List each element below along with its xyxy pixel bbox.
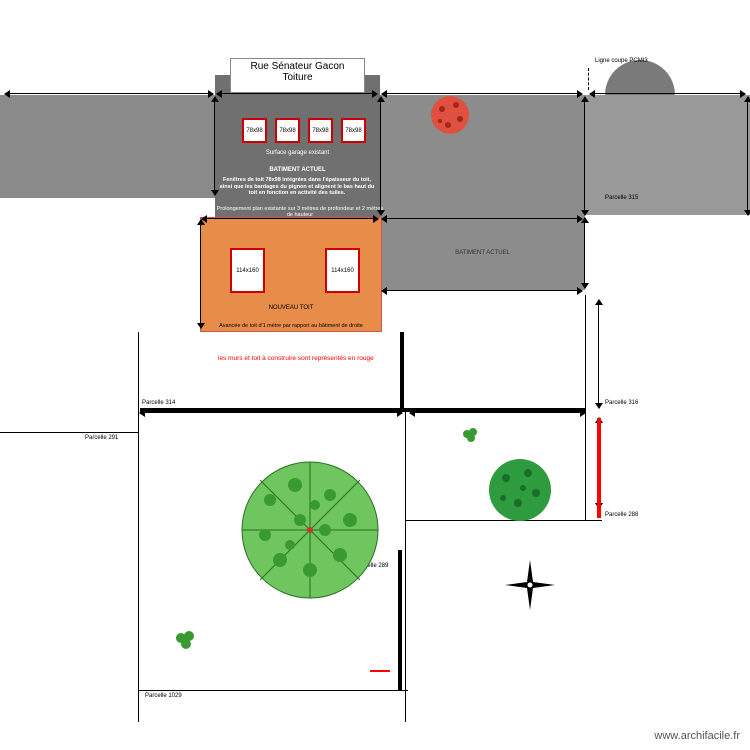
window-large-2: 114x160	[325, 248, 360, 293]
dome	[605, 60, 675, 95]
surface-label: Surface garage existant	[215, 150, 380, 156]
dim-v	[380, 97, 381, 215]
dim-h	[5, 93, 213, 94]
dim-v	[584, 97, 585, 215]
desc2: Prolongement plan existante sur 3 mètres…	[215, 206, 385, 218]
window-small-label: 78x98	[345, 128, 361, 134]
building-block-3	[380, 95, 585, 215]
batiment-actuel-2: BATIMENT ACTUEL	[380, 250, 585, 256]
footer-url: www.archifacile.fr	[654, 730, 740, 742]
window-small-label: 78x98	[279, 128, 295, 134]
dim-h	[410, 412, 585, 413]
dim-v	[200, 220, 201, 328]
tree-big	[240, 460, 380, 600]
window-small-label: 78x98	[246, 128, 262, 134]
parcel-1029: Parcelle 1029	[145, 693, 182, 699]
nouveau-toit: NOUVEAU TOIT	[200, 305, 382, 311]
window-large-label: 114x160	[236, 268, 259, 274]
window-small-4: 78x98	[341, 118, 366, 143]
window-small-1: 78x98	[242, 118, 267, 143]
dim-h	[382, 218, 582, 219]
red-wall	[597, 418, 601, 518]
note-rouge: les murs et toit à construire sont repré…	[218, 355, 374, 362]
tree-small-1	[461, 426, 479, 444]
building-block-1	[0, 95, 215, 198]
dim-h	[382, 93, 582, 94]
dim-h	[140, 412, 402, 413]
compass-icon	[505, 560, 555, 610]
avancee: Avancée de toit d'1 mètre par rapport au…	[200, 323, 382, 329]
parcel-314: Parcelle 314	[142, 400, 175, 406]
dim-v	[584, 218, 585, 288]
dim-h	[382, 290, 582, 291]
parcel-line	[585, 295, 586, 520]
batiment-actuel-1: BATIMENT ACTUEL	[215, 167, 380, 173]
parcel-315: Parcelle 315	[605, 195, 638, 201]
dim-v	[747, 97, 748, 215]
dim-h	[590, 93, 745, 94]
window-large-label: 114x160	[331, 268, 354, 274]
wall	[398, 550, 402, 690]
parcel-line	[405, 412, 406, 722]
red-dash	[370, 670, 390, 672]
ligne-coupe: Ligne coupe PCMI3	[595, 58, 648, 64]
parcel-line	[0, 432, 138, 433]
dim-h	[202, 218, 378, 219]
parcel-316: Parcelle 316	[605, 400, 638, 406]
title-line2: Toiture	[231, 72, 364, 83]
desc1: Fenêtres de toit 78x98 intégrées dans l'…	[218, 177, 376, 197]
tree-small-2	[173, 628, 197, 652]
parcel-291: Parcelle 291	[85, 435, 118, 441]
parcel-line	[138, 690, 408, 691]
tree-red	[430, 95, 470, 135]
title-line1: Rue Sénateur Gacon	[231, 61, 364, 72]
window-small-2: 78x98	[275, 118, 300, 143]
dim-h	[217, 93, 377, 94]
dim-v	[598, 300, 599, 408]
window-small-3: 78x98	[308, 118, 333, 143]
dim-v	[214, 97, 215, 195]
ligne-coupe-tick	[588, 68, 590, 90]
parcel-288: Parcelle 288	[605, 512, 638, 518]
tree-mid	[488, 458, 552, 522]
parcel-line	[138, 332, 139, 722]
title-tab: Rue Sénateur Gacon Toiture	[230, 58, 365, 93]
wall	[140, 408, 585, 412]
window-large-1: 114x160	[230, 248, 265, 293]
wall	[400, 332, 404, 412]
window-small-label: 78x98	[312, 128, 328, 134]
